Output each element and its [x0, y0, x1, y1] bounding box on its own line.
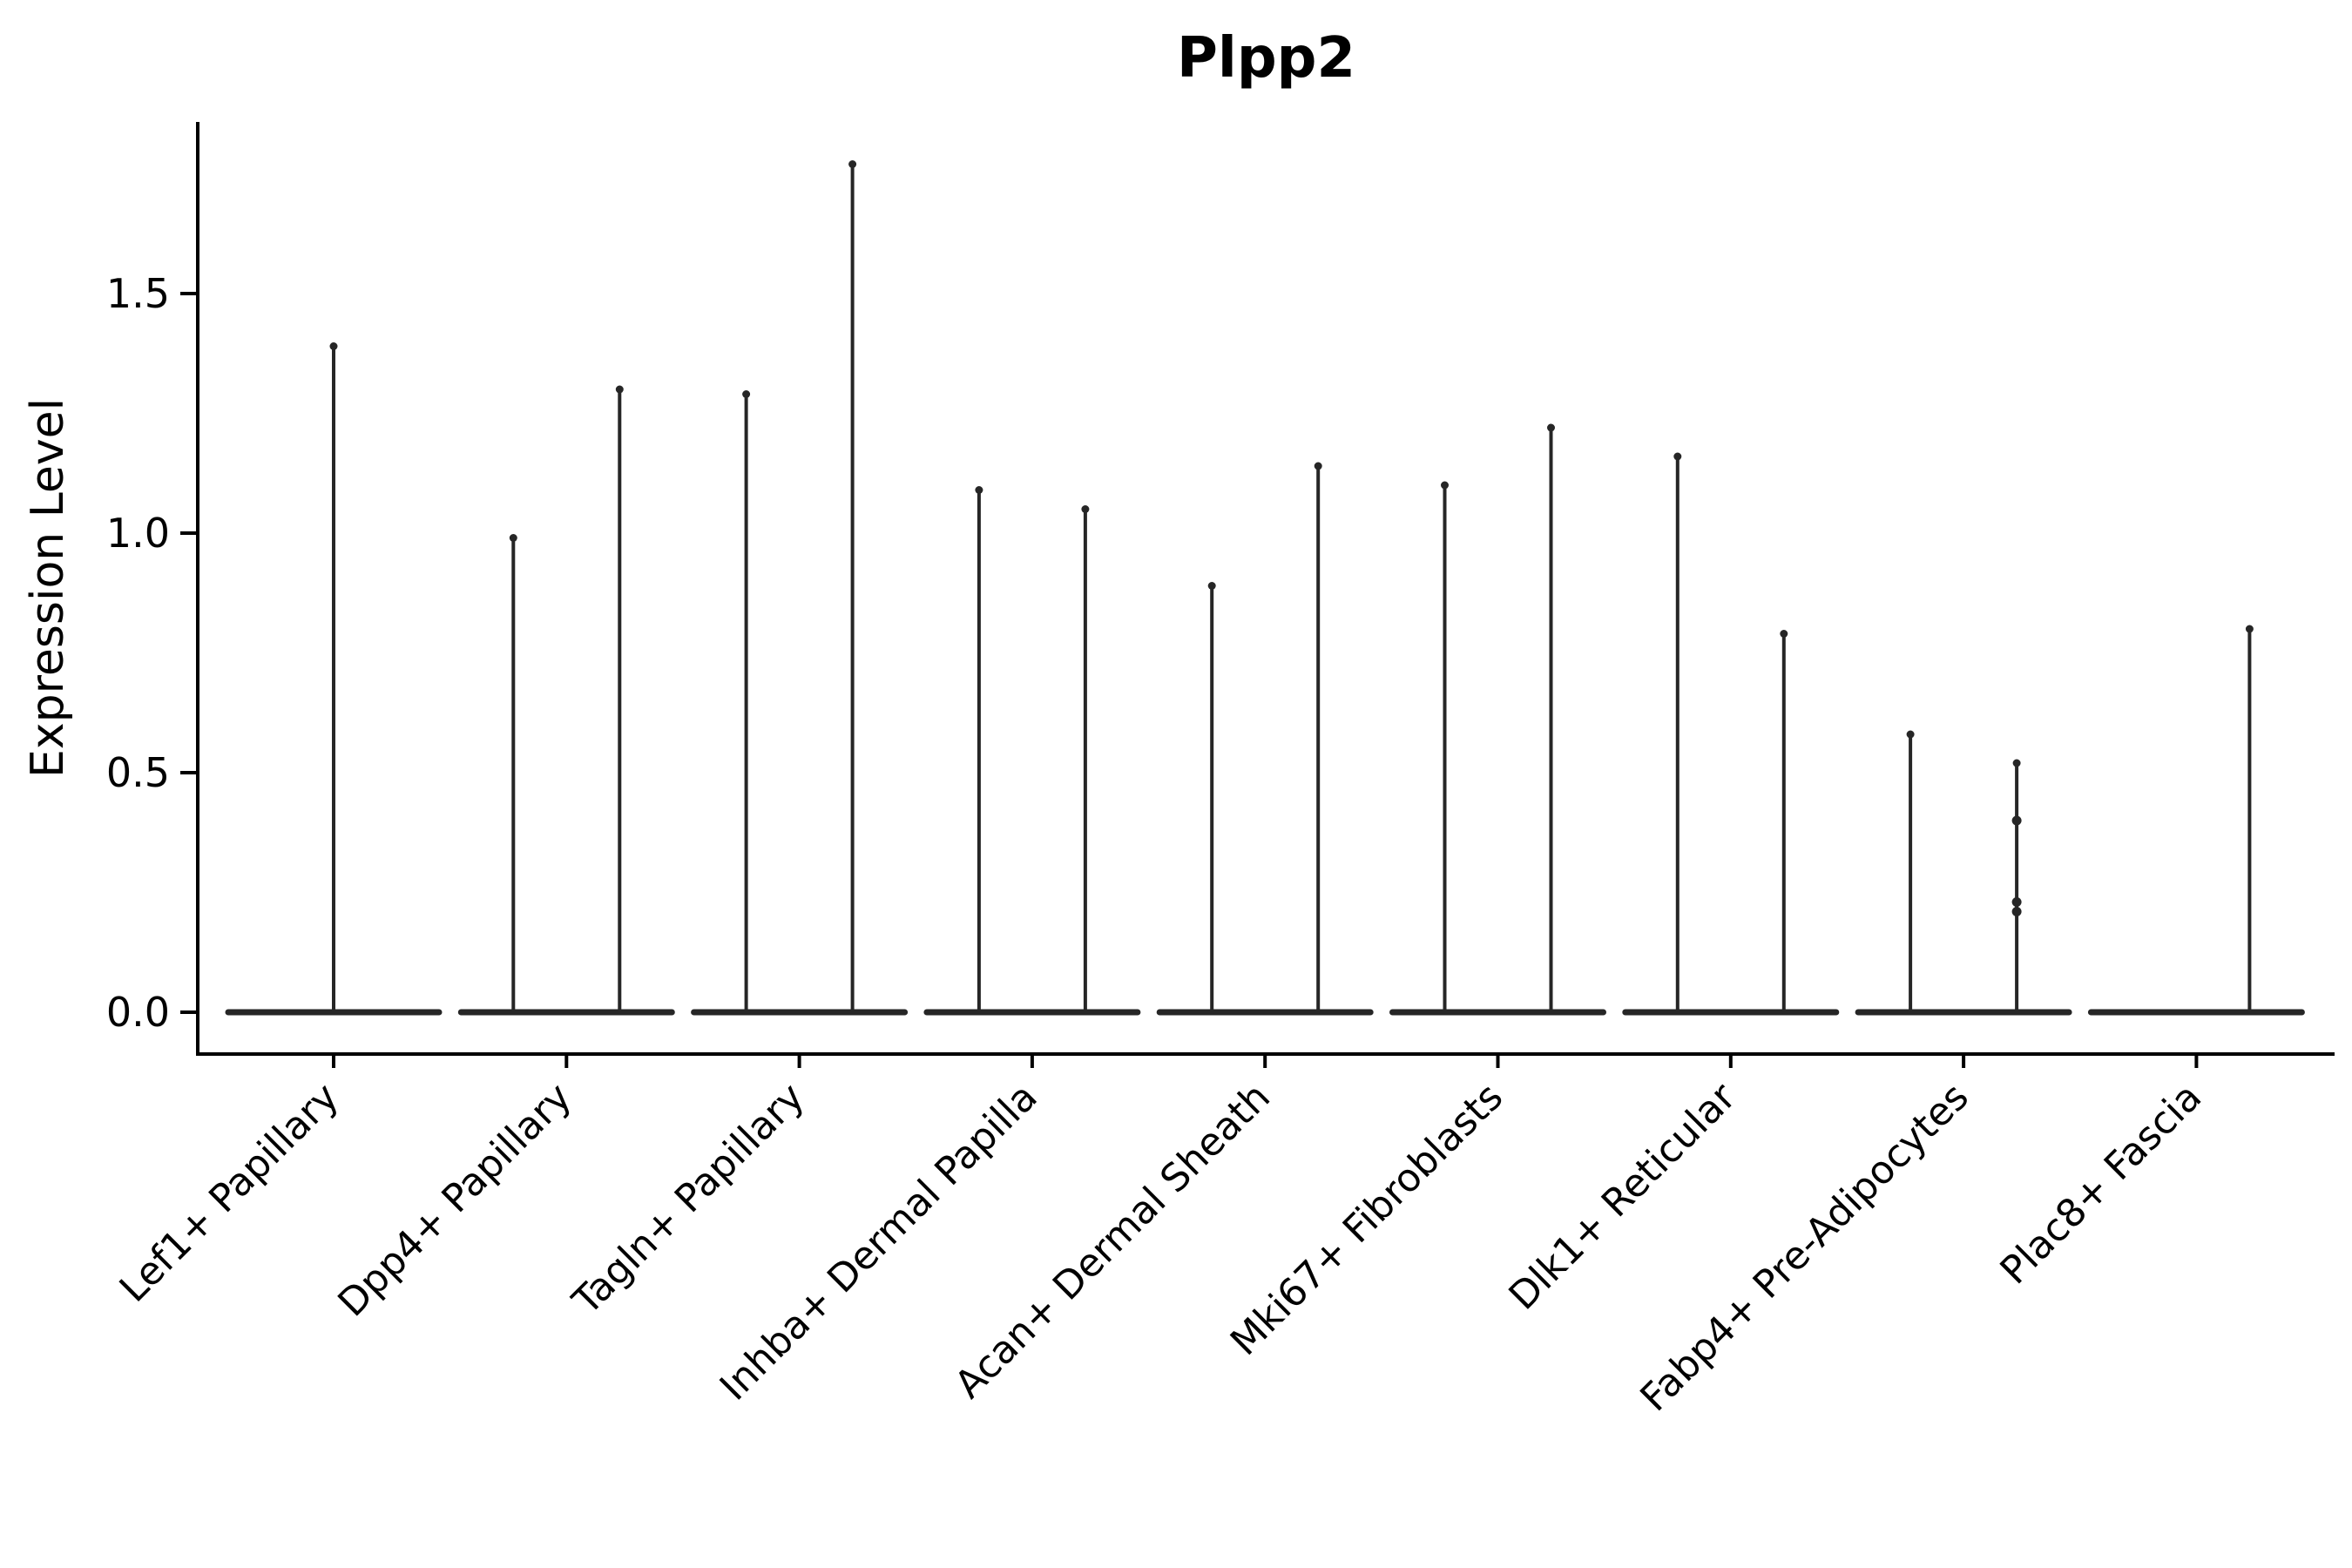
violin-spike-tip	[1673, 452, 1682, 461]
x-tick-label: Lef1+ Papillary	[112, 1075, 348, 1311]
y-tick-label: 1.5	[106, 270, 170, 317]
x-tick-label: Dlk1+ Reticular	[1501, 1074, 1746, 1319]
violin-spike-tip	[1780, 630, 1788, 638]
violin-spike-tip	[509, 534, 517, 542]
data-point-dot	[2011, 907, 2022, 916]
violin-spike-tip	[848, 160, 857, 168]
y-tick-label: 1.0	[106, 510, 170, 557]
violin-spike-tip	[1906, 730, 1915, 739]
violin-spike-tip	[1441, 481, 1449, 490]
y-axis-title: Expression Level	[22, 398, 74, 778]
violin-spike-tip	[742, 390, 751, 398]
violin-spike-tip	[2245, 625, 2254, 633]
data-point-dot	[2011, 897, 2022, 907]
violin-spike-tip	[615, 385, 624, 394]
violin-spike-tip	[2012, 759, 2021, 767]
x-tick-label: Dpp4+ Papillary	[329, 1075, 580, 1326]
violin-spike-tip	[1207, 582, 1216, 590]
chart-title: Plpp2	[1177, 26, 1355, 91]
x-tick-label: Tagln+ Papillary	[564, 1075, 813, 1324]
y-tick-label: 0.0	[106, 989, 170, 1036]
violin-spike-tip	[1547, 423, 1555, 432]
data-point-dot	[2011, 815, 2022, 826]
violin-spike-tip	[329, 342, 338, 350]
violin-spike-tip	[1314, 462, 1322, 470]
violin-spike-tip	[1081, 505, 1090, 513]
y-tick-label: 0.5	[106, 749, 170, 796]
x-tick-label: Plac8+ Fascia	[1992, 1075, 2211, 1294]
violin-spike-tip	[975, 486, 983, 494]
